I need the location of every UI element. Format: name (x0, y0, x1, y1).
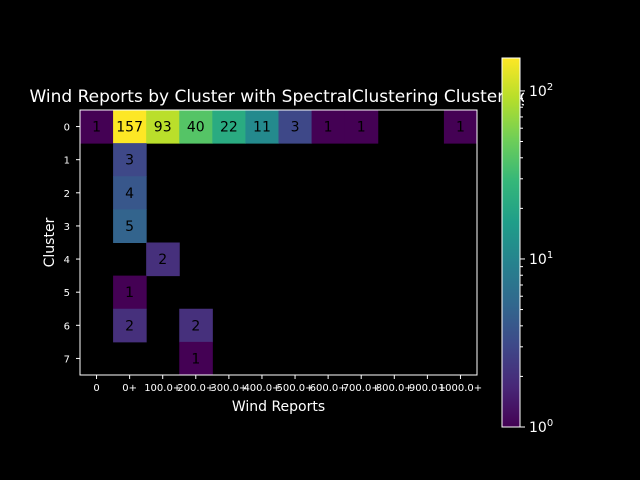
y-tick-label: 0 (64, 123, 70, 134)
cell-value-label: 2 (125, 318, 134, 334)
x-tick-label: 500.0+ (277, 383, 314, 394)
heatmap-cell (311, 110, 346, 144)
heatmap-cell (113, 176, 147, 210)
x-tick-label: 100.0+ (144, 383, 181, 394)
cell-value-label: 5 (125, 219, 134, 235)
heatmap-cell (278, 110, 313, 144)
heatmap-cell (443, 110, 478, 144)
x-axis-label: Wind Reports (232, 399, 325, 415)
heatmap-cell (113, 308, 147, 343)
x-tick-label: 300.0+ (210, 383, 247, 394)
colorbar-tick-label: 100 (529, 418, 553, 436)
x-tick-label: 900.0+ (409, 383, 446, 394)
y-tick-label: 3 (64, 222, 70, 233)
heatmap-cell (113, 275, 147, 310)
cell-value-label: 2 (191, 318, 200, 334)
x-tick-label: 400.0+ (243, 383, 280, 394)
heatmap-cell (212, 110, 246, 144)
cell-value-label: 3 (125, 153, 134, 169)
plot-frame (79, 109, 478, 376)
cell-value-label: 1 (357, 120, 366, 136)
y-axis-label: Cluster (42, 217, 58, 267)
colorbar (502, 58, 520, 427)
x-axis-ticks: 0 0+ 100.0+200.0+300.0+400.0+500.0+600.0+7… (93, 375, 482, 394)
x-tick-label: 200.0+ (177, 383, 214, 394)
colorbar-ticks: 100 101 102 (520, 82, 553, 436)
heatmap-cell (146, 242, 180, 277)
cell-value-label: 1 (92, 120, 101, 136)
colorbar-tick-label: 102 (529, 82, 553, 100)
y-tick-label: 7 (64, 354, 70, 365)
cell-value-label: 93 (154, 120, 172, 136)
y-tick-label: 6 (64, 321, 70, 332)
colorbar-frame (501, 57, 521, 428)
x-tick-label: 600.0+ (310, 383, 347, 394)
x-tick-label: 0 (93, 383, 99, 394)
heatmap-cell (113, 143, 147, 177)
y-tick-label: 4 (64, 255, 70, 266)
cell-value-label: 1 (324, 120, 333, 136)
heatmap-cell (113, 209, 147, 243)
cell-value-label: 2 (158, 252, 167, 268)
x-tick-label: 800.0+ (376, 383, 413, 394)
heatmap-cell (179, 110, 213, 144)
cell-value-label: 4 (125, 186, 134, 202)
chart-title: Wind Reports by Cluster with SpectralClu… (29, 87, 530, 107)
heatmap-cell (245, 110, 279, 144)
heatmap-cell (80, 110, 114, 144)
cell-value-label: 3 (291, 120, 300, 136)
heatmap-cell (179, 308, 213, 343)
cell-value-label: 1 (191, 351, 200, 367)
y-tick-label: 2 (64, 189, 70, 200)
cell-value-label: 1 (125, 285, 134, 301)
x-tick-label: 0+ (122, 383, 137, 394)
cell-value-label: 157 (116, 120, 143, 136)
heatmap-cell (179, 341, 213, 376)
x-tick-label: 700.0+ (343, 383, 380, 394)
heatmap-cell (344, 110, 379, 144)
heatmap-cell (146, 110, 180, 144)
y-tick-label: 1 (64, 156, 70, 167)
cell-value-label: 1 (456, 120, 465, 136)
cell-value-label: 40 (187, 120, 205, 136)
y-axis-ticks: 0 1 2 3 4 5 6 7 (64, 123, 80, 365)
colorbar-tick-label: 101 (529, 250, 553, 268)
cell-value-label: 22 (220, 120, 238, 136)
y-tick-label: 5 (64, 288, 70, 299)
x-tick-label: 1000.0+ (439, 383, 482, 394)
cell-value-label: 11 (253, 120, 271, 136)
heatmap-cell (113, 110, 147, 144)
